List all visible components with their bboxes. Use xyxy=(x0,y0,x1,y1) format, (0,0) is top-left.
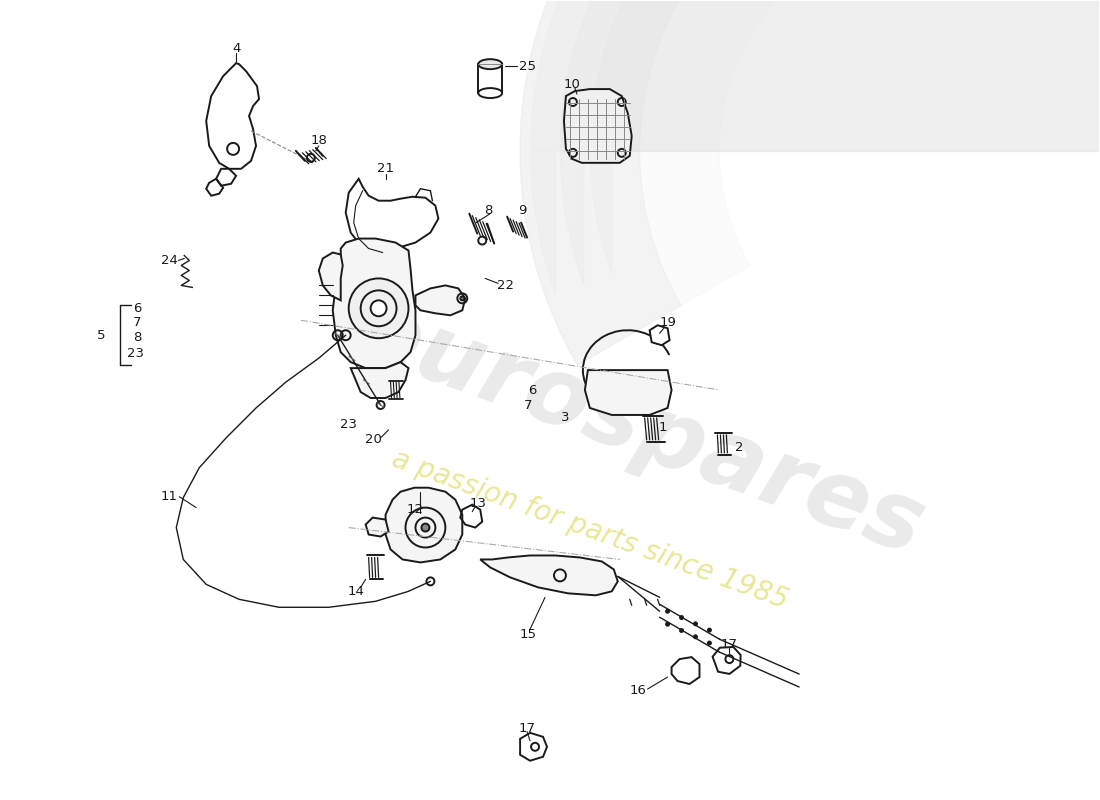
Text: 12: 12 xyxy=(407,503,424,516)
Polygon shape xyxy=(386,488,462,562)
Circle shape xyxy=(694,635,697,638)
Circle shape xyxy=(421,523,429,531)
Text: 13: 13 xyxy=(470,497,487,510)
Circle shape xyxy=(680,629,683,632)
Circle shape xyxy=(460,296,464,300)
Text: eurospares: eurospares xyxy=(343,285,936,575)
Polygon shape xyxy=(585,370,672,415)
Circle shape xyxy=(680,616,683,619)
Text: 8: 8 xyxy=(484,204,493,217)
Text: 6: 6 xyxy=(133,302,142,315)
Text: 5: 5 xyxy=(97,329,106,342)
Ellipse shape xyxy=(478,88,503,98)
Circle shape xyxy=(371,300,386,316)
Text: 22: 22 xyxy=(497,279,514,292)
Text: 2: 2 xyxy=(735,442,744,454)
Text: 1: 1 xyxy=(659,422,667,434)
Circle shape xyxy=(478,237,486,245)
Circle shape xyxy=(708,642,711,645)
Ellipse shape xyxy=(478,59,503,69)
Text: 17: 17 xyxy=(720,638,738,650)
Text: 16: 16 xyxy=(629,685,646,698)
Text: 25: 25 xyxy=(518,60,536,73)
Text: 8: 8 xyxy=(133,330,142,344)
Text: 19: 19 xyxy=(659,316,676,329)
Text: 7: 7 xyxy=(524,399,532,413)
Text: 23: 23 xyxy=(340,418,358,431)
Circle shape xyxy=(694,622,697,626)
Circle shape xyxy=(667,622,669,626)
Text: 7: 7 xyxy=(133,316,142,329)
Polygon shape xyxy=(481,555,618,595)
Text: 14: 14 xyxy=(348,585,364,598)
Text: 17: 17 xyxy=(518,722,536,735)
Text: 4: 4 xyxy=(232,42,240,54)
Text: 10: 10 xyxy=(563,78,581,90)
Text: 15: 15 xyxy=(519,628,537,641)
Text: 9: 9 xyxy=(518,204,526,217)
Text: 23: 23 xyxy=(126,346,144,360)
Polygon shape xyxy=(365,518,388,537)
Polygon shape xyxy=(650,326,670,345)
Polygon shape xyxy=(319,253,343,300)
Circle shape xyxy=(349,278,408,338)
Text: 11: 11 xyxy=(161,490,178,503)
Polygon shape xyxy=(351,362,408,398)
Text: 24: 24 xyxy=(161,254,178,267)
Text: 21: 21 xyxy=(377,162,394,175)
Polygon shape xyxy=(333,238,416,368)
Polygon shape xyxy=(564,89,631,163)
Text: 6: 6 xyxy=(528,383,537,397)
Text: 3: 3 xyxy=(561,411,569,425)
Text: 18: 18 xyxy=(310,134,327,147)
Circle shape xyxy=(667,610,669,613)
Circle shape xyxy=(708,629,711,631)
Wedge shape xyxy=(520,0,1100,365)
Polygon shape xyxy=(416,286,465,315)
Text: a passion for parts since 1985: a passion for parts since 1985 xyxy=(388,445,792,614)
Circle shape xyxy=(307,154,315,162)
Text: 20: 20 xyxy=(365,434,382,446)
Wedge shape xyxy=(520,0,1100,365)
